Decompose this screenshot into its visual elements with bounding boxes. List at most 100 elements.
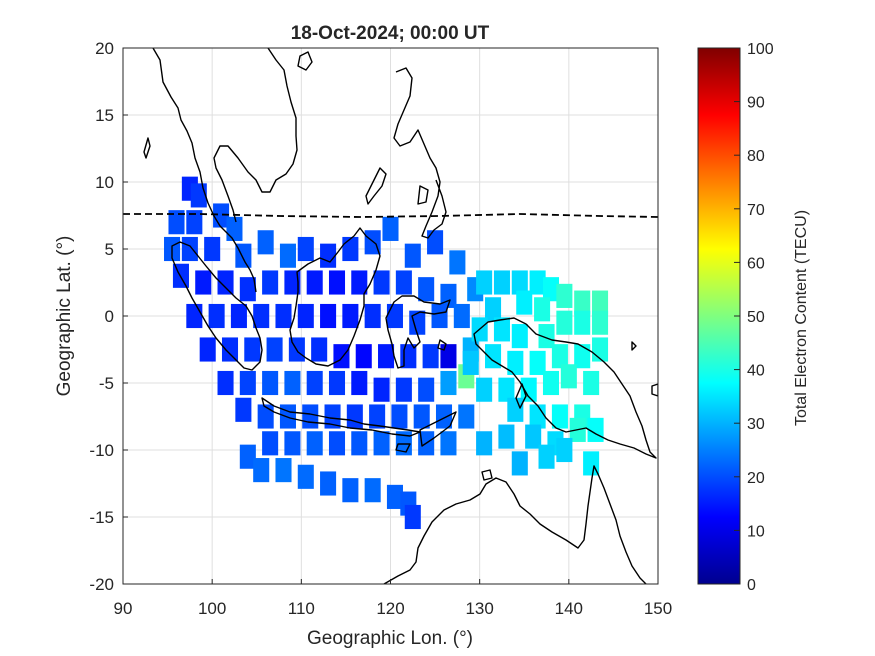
tec-cell bbox=[391, 404, 408, 429]
colorbar-tick-label: 60 bbox=[747, 255, 765, 272]
tec-cell bbox=[395, 270, 412, 295]
x-tick-label: 150 bbox=[644, 599, 672, 618]
tec-cell bbox=[342, 303, 359, 329]
y-axis-label: Geographic Lat. (°) bbox=[54, 236, 75, 397]
tec-cell bbox=[493, 270, 510, 295]
tec-cell bbox=[320, 303, 337, 329]
tec-cell bbox=[542, 370, 560, 396]
tec-cell bbox=[529, 350, 546, 375]
tec-cell bbox=[297, 464, 314, 489]
tec-cell bbox=[409, 310, 426, 335]
tec-cell bbox=[395, 377, 412, 402]
tec-cell bbox=[386, 484, 403, 509]
colorbar bbox=[697, 47, 741, 585]
tec-cell bbox=[186, 303, 203, 329]
colorbar-tick-label: 90 bbox=[747, 95, 765, 112]
y-tick-label: -10 bbox=[89, 441, 114, 460]
y-tick-label: 0 bbox=[105, 307, 114, 326]
tec-cell bbox=[364, 478, 381, 503]
tec-cell bbox=[507, 397, 524, 422]
y-tick-label: 20 bbox=[95, 39, 114, 58]
tec-cell bbox=[351, 270, 368, 295]
tec-cell bbox=[511, 270, 528, 295]
y-tick-label: 5 bbox=[105, 240, 114, 259]
tec-cell bbox=[320, 243, 337, 268]
coastline-australia bbox=[383, 465, 647, 584]
tec-cell bbox=[404, 243, 421, 268]
y-tick-label: 10 bbox=[95, 173, 114, 192]
tec-cell bbox=[516, 290, 533, 315]
magnetic-equator-line bbox=[123, 213, 659, 218]
tec-cell bbox=[266, 337, 283, 362]
tec-cell bbox=[538, 444, 555, 469]
y-tick-label: 15 bbox=[95, 106, 114, 125]
tec-cell bbox=[275, 458, 292, 483]
tec-cell bbox=[190, 183, 207, 208]
tec-cell bbox=[239, 277, 256, 302]
tec-cell bbox=[297, 303, 314, 329]
tec-cell bbox=[306, 431, 323, 456]
tec-cell bbox=[556, 310, 573, 335]
tec-cell bbox=[520, 377, 537, 402]
tec-cell bbox=[168, 210, 185, 235]
colorbar-tick-label: 10 bbox=[747, 523, 765, 540]
tec-cell bbox=[284, 370, 301, 396]
tec-cell bbox=[284, 270, 301, 295]
tec-cell bbox=[592, 310, 609, 335]
tec-cell bbox=[583, 370, 600, 396]
chart-title: 18-Oct-2024; 00:00 UT bbox=[291, 23, 490, 44]
colorbar-tick-label: 40 bbox=[747, 363, 765, 380]
tec-cell bbox=[181, 236, 198, 262]
y-tick-label: -5 bbox=[99, 374, 114, 393]
tec-cell bbox=[529, 270, 546, 295]
tec-cell bbox=[302, 404, 319, 429]
coastline-small-islands bbox=[143, 51, 658, 481]
tec-cell bbox=[253, 303, 270, 329]
tec-cell bbox=[378, 344, 395, 369]
tec-cell bbox=[449, 250, 466, 275]
tec-cell bbox=[346, 404, 363, 429]
tec-cell bbox=[186, 210, 203, 235]
tec-cell bbox=[453, 303, 470, 329]
tec-cell bbox=[413, 404, 430, 429]
tec-cell bbox=[279, 243, 296, 268]
tec-cell bbox=[458, 404, 475, 429]
tec-cell bbox=[440, 431, 457, 456]
tec-cell bbox=[498, 377, 515, 402]
y-tick-label: -15 bbox=[89, 508, 114, 527]
tec-cell bbox=[373, 270, 390, 295]
tec-cell bbox=[476, 431, 493, 456]
tec-cell bbox=[560, 364, 577, 389]
tec-cell bbox=[556, 437, 573, 463]
tec-cell bbox=[262, 370, 279, 396]
tec-cell bbox=[574, 344, 591, 369]
tec-cell bbox=[195, 270, 212, 295]
x-tick-label: 90 bbox=[114, 599, 133, 618]
x-tick-label: 140 bbox=[555, 599, 583, 618]
tec-cell bbox=[373, 431, 390, 456]
tec-cell bbox=[262, 431, 279, 456]
colorbar-tick-label: 20 bbox=[747, 470, 765, 487]
tec-cell bbox=[208, 303, 225, 329]
tec-cell bbox=[511, 451, 528, 476]
x-tick-label: 130 bbox=[465, 599, 493, 618]
tec-cell bbox=[386, 303, 403, 329]
tec-cell bbox=[476, 377, 493, 402]
tec-cell bbox=[235, 397, 252, 422]
tec-cell bbox=[204, 236, 221, 262]
tec-cell bbox=[351, 370, 368, 396]
tec-cell bbox=[244, 337, 261, 362]
tec-cell bbox=[507, 350, 524, 375]
tec-cell bbox=[217, 370, 234, 396]
tec-cell bbox=[511, 324, 528, 349]
tec-cell bbox=[328, 270, 346, 295]
tec-cell bbox=[493, 317, 510, 342]
tec-cell bbox=[297, 236, 314, 262]
tec-cell bbox=[217, 270, 234, 295]
coastline-sulawesi bbox=[385, 295, 451, 369]
tec-cell bbox=[257, 404, 274, 429]
colorbar-tick-label: 0 bbox=[747, 577, 756, 594]
tec-cell bbox=[440, 370, 457, 396]
tec-cell bbox=[373, 377, 390, 402]
